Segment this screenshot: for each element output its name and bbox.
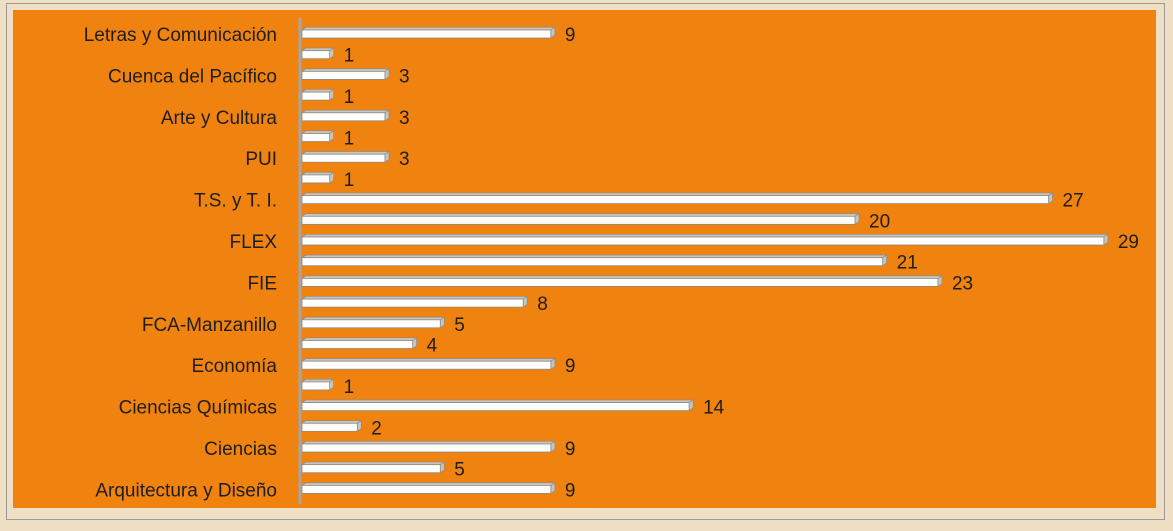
- category-label-pui: PUI: [245, 149, 277, 170]
- bar-pui-series2: [300, 171, 335, 184]
- bar-arte-y-cultura-series2: [300, 130, 335, 143]
- category-label-ciencias-quimicas: Ciencias Químicas: [119, 398, 277, 419]
- bar-flex-series1: [300, 233, 1110, 246]
- value-label-economia-series2: 1: [344, 377, 355, 398]
- value-label-fie-series1: 23: [952, 273, 973, 294]
- chart-frame: 9 1 Letras y Comunicación 3 1 Cuenca del Pací…: [6, 3, 1165, 520]
- bar-cuenca-del-pacifico-series2: [300, 88, 335, 101]
- category-label-fca-manzanillo: FCA-Manzanillo: [142, 315, 277, 336]
- value-label-cuenca-del-pacifico-series2: 1: [344, 87, 355, 108]
- bar-flex-series2: [300, 254, 888, 267]
- bar-letras-y-comunicacion-series2: [300, 47, 335, 60]
- category-label-fie: FIE: [247, 273, 277, 294]
- bar-ciencias-series2: [300, 461, 446, 474]
- bar-letras-y-comunicacion-series1: [300, 26, 557, 39]
- category-label-flex: FLEX: [229, 232, 277, 253]
- bar-ciencias-quimicas-series1: [300, 399, 695, 412]
- value-label-fie-series2: 8: [537, 294, 548, 315]
- category-label-arte-y-cultura: Arte y Cultura: [161, 108, 278, 129]
- bar-fie-series1: [300, 275, 944, 288]
- bar-economia-series1: [300, 357, 557, 370]
- bar-fca-manzanillo-series1: [300, 316, 446, 329]
- bar-fca-manzanillo-series2: [300, 337, 418, 350]
- category-label-t-s-y-t-i: T.S. y T. I.: [194, 191, 277, 212]
- bars-group: [300, 26, 1110, 495]
- bar-ciencias-series1: [300, 440, 557, 453]
- value-label-t-s-y-t-i-series2: 20: [869, 211, 890, 232]
- bar-economia-series2: [300, 378, 335, 391]
- bar-t-s-y-t-i-series1: [300, 192, 1054, 205]
- bar-ciencias-quimicas-series2: [300, 419, 363, 432]
- value-label-pui-series2: 1: [344, 170, 355, 191]
- value-label-arte-y-cultura-series1: 3: [399, 108, 410, 129]
- value-label-economia-series1: 9: [565, 356, 576, 377]
- bar-arquitectura-y-diseno-series1: [300, 482, 557, 495]
- value-label-ciencias-series1: 9: [565, 439, 576, 460]
- value-label-ciencias-series2: 5: [454, 460, 465, 481]
- value-label-fca-manzanillo-series1: 5: [454, 315, 465, 336]
- value-label-arte-y-cultura-series2: 1: [344, 129, 355, 150]
- value-label-t-s-y-t-i-series1: 27: [1063, 191, 1084, 212]
- value-label-ciencias-quimicas-series2: 2: [371, 418, 382, 439]
- category-label-letras-y-comunicacion: Letras y Comunicación: [84, 25, 277, 46]
- value-label-letras-y-comunicacion-series1: 9: [565, 25, 576, 46]
- value-label-letras-y-comunicacion-series2: 1: [344, 46, 355, 67]
- value-label-arquitectura-y-diseno-series1: 9: [565, 480, 576, 501]
- value-label-flex-series2: 21: [897, 253, 918, 274]
- value-label-flex-series1: 29: [1118, 232, 1139, 253]
- value-label-cuenca-del-pacifico-series1: 3: [399, 66, 410, 87]
- value-label-pui-series1: 3: [399, 149, 410, 170]
- category-label-economia: Economía: [191, 356, 277, 377]
- bar-chart: 9 1 Letras y Comunicación 3 1 Cuenca del Pací…: [13, 10, 1156, 508]
- value-label-fca-manzanillo-series2: 4: [427, 336, 438, 357]
- category-label-ciencias: Ciencias: [204, 439, 277, 460]
- bar-pui-series1: [300, 150, 391, 163]
- value-label-ciencias-quimicas-series1: 14: [703, 398, 725, 419]
- bar-arte-y-cultura-series1: [300, 109, 391, 122]
- bar-fie-series2: [300, 295, 529, 308]
- bar-cuenca-del-pacifico-series1: [300, 68, 391, 81]
- labels-group: 9 1 Letras y Comunicación 3 1 Cuenca del Pací…: [84, 25, 1139, 501]
- category-label-cuenca-del-pacifico: Cuenca del Pacífico: [108, 66, 277, 87]
- category-label-arquitectura-y-diseno: Arquitectura y Diseño: [95, 480, 277, 501]
- bar-t-s-y-t-i-series2: [300, 212, 861, 225]
